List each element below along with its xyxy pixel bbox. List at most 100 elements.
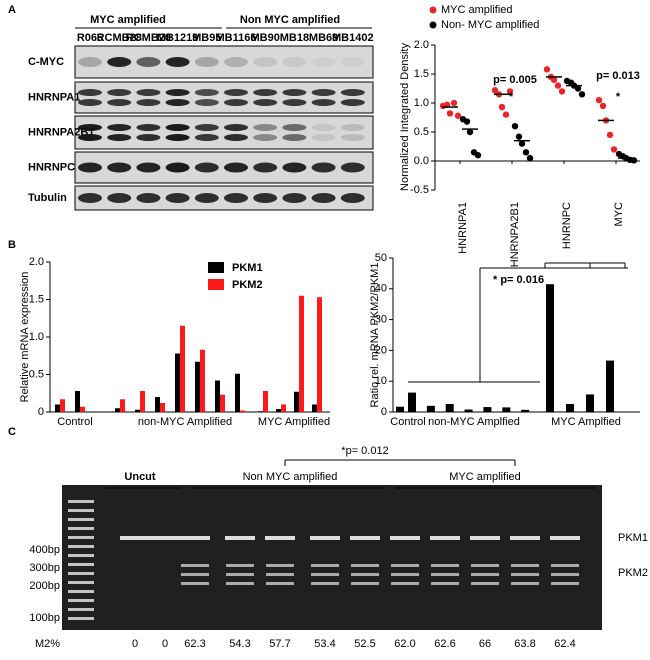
band (551, 582, 579, 585)
band (165, 99, 190, 106)
dot (522, 149, 530, 156)
bar (566, 403, 574, 412)
band (471, 573, 499, 576)
band (340, 99, 365, 106)
y-tick-label: 20 (375, 344, 387, 356)
lane-label: MB1219 (157, 32, 199, 44)
bar (175, 353, 180, 412)
dot (518, 140, 526, 147)
band (253, 57, 278, 67)
bar (235, 373, 240, 412)
band (136, 134, 161, 141)
y-tick-label: 2.0 (29, 256, 44, 268)
x-tick-label: HNRNPA1 (457, 202, 469, 254)
y-axis-label: Relative mRNA expression (19, 272, 31, 403)
bar (240, 410, 245, 412)
annotation: p= 0.005 (493, 74, 537, 86)
bar (140, 391, 145, 412)
band (226, 564, 254, 567)
band (282, 124, 307, 131)
band (194, 134, 219, 141)
x-tick-label: non-MYC Amplified (138, 416, 232, 428)
y-tick-label: 50 (375, 252, 387, 264)
y-tick-label: 40 (375, 283, 387, 295)
bar (606, 360, 614, 412)
band (107, 89, 132, 96)
band (431, 564, 459, 567)
legend-label: PKM2 (232, 279, 263, 291)
band (194, 89, 219, 96)
band (107, 193, 132, 203)
bar (55, 404, 60, 412)
blot-panel (74, 45, 374, 79)
legend-marker (429, 6, 437, 14)
bar (521, 409, 530, 412)
band (224, 124, 248, 131)
marker-label: 200bp (29, 580, 60, 592)
band-label: PKM1 (618, 532, 648, 544)
band (107, 162, 132, 173)
band (253, 99, 278, 106)
bar (180, 325, 185, 412)
band (391, 564, 419, 567)
pkm2-percent: 54.3 (229, 638, 250, 650)
blot-group: Non MYC amplified (240, 14, 340, 26)
band (470, 536, 500, 540)
annotation: p= 0.013 (596, 70, 640, 82)
bar (281, 404, 286, 412)
lane-label: MB1402 (332, 32, 374, 44)
dot (506, 88, 514, 95)
band (165, 124, 190, 131)
ladder-band (68, 500, 94, 503)
band (390, 536, 420, 540)
band (78, 162, 102, 173)
band (107, 124, 132, 131)
bar (502, 407, 511, 412)
band (311, 573, 339, 576)
band (224, 89, 248, 96)
bar (215, 380, 220, 412)
band (282, 57, 307, 67)
band (551, 573, 579, 576)
dot (526, 154, 534, 162)
bar (120, 399, 125, 412)
bar (276, 409, 281, 412)
ladder-band (68, 518, 94, 521)
ladder-band (68, 572, 94, 575)
bar (299, 295, 304, 412)
pkm2-percent: 0 (132, 638, 138, 650)
band (282, 89, 307, 96)
band (266, 582, 294, 585)
band (107, 134, 132, 141)
band (165, 57, 190, 67)
band (310, 536, 340, 540)
band (391, 573, 419, 576)
y-tick-label: -0.5 (410, 184, 429, 196)
annotation: * (616, 91, 621, 103)
band (311, 99, 336, 106)
band (136, 193, 161, 203)
panel-label: B (8, 239, 16, 251)
band (181, 582, 209, 585)
bar (408, 392, 416, 412)
pkm2-percent: 63.8 (514, 638, 535, 650)
band (351, 573, 379, 576)
band (224, 57, 248, 67)
band (340, 57, 365, 67)
band (224, 193, 248, 203)
band (165, 162, 190, 173)
band (282, 99, 307, 106)
legend-label: PKM1 (232, 262, 263, 274)
band (340, 89, 365, 96)
dot (578, 91, 586, 98)
legend-label: MYC amplified (441, 4, 513, 16)
x-tick-label: MYC (613, 202, 625, 227)
bar (258, 411, 263, 412)
ladder-band (68, 509, 94, 512)
band (78, 57, 102, 67)
band (150, 536, 180, 540)
band (391, 582, 419, 585)
band (311, 564, 339, 567)
band (311, 193, 336, 203)
